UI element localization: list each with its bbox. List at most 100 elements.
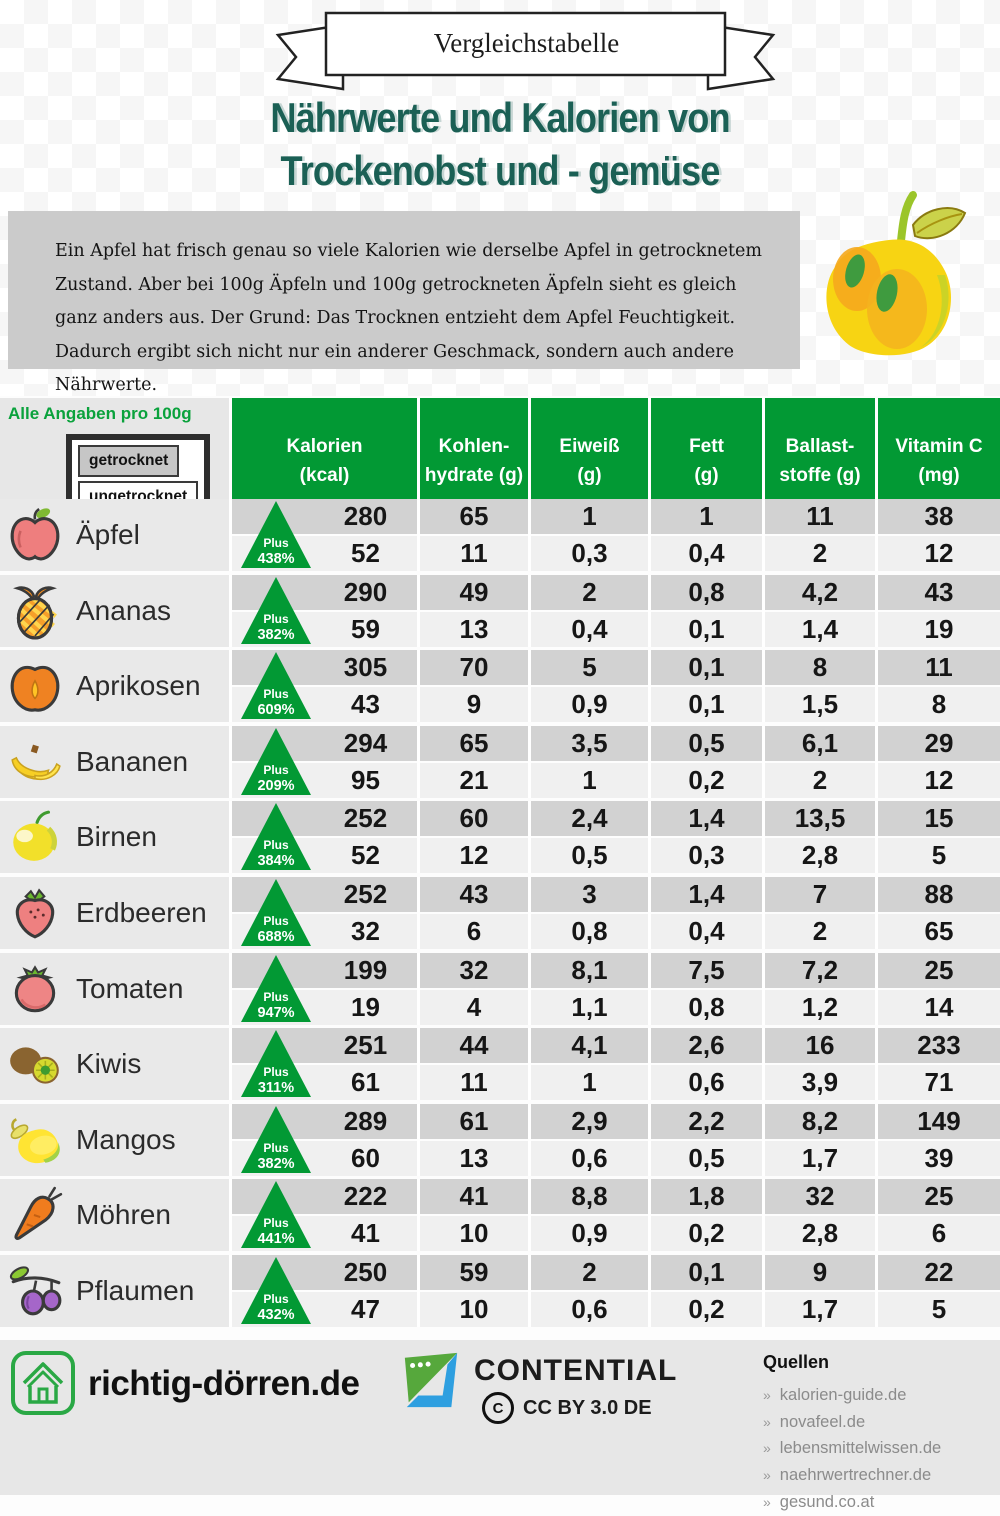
value-fresh: 0,1	[651, 611, 762, 647]
table-body: Äpfel 280 52 Plus 438% 65 11 1 0,3 1 0,4…	[0, 499, 1000, 1327]
source-link: naehrwertrechner.de	[779, 1466, 932, 1485]
value-dried: 2	[531, 1254, 648, 1290]
col-ballaststoffe: 9 1,7	[762, 1254, 875, 1327]
sources-list: » kalorien-guide.de » novafeel.de » lebensm…	[763, 1382, 941, 1516]
col-vitamin-c: 149 39	[875, 1103, 1000, 1176]
col-kohlenhydrate: 44 11	[417, 1028, 528, 1101]
value-fresh: 65	[878, 913, 1000, 949]
value-dried: 15	[878, 801, 1000, 837]
value-fresh: 9	[420, 687, 528, 723]
plus-percent: 609%	[257, 702, 294, 718]
value-dried: 289	[232, 1103, 417, 1139]
brand-name: CONTENTIAL	[474, 1354, 678, 1387]
value-fresh: 0,6	[531, 1291, 648, 1327]
value-fresh: 1	[531, 1065, 648, 1101]
col-vitamin-c: 233 71	[875, 1028, 1000, 1101]
footer: richtig-dörren.de CONTENTIAL C CC BY 3.0…	[0, 1340, 1000, 1511]
value-fresh: 2,8	[765, 1216, 875, 1252]
row-label: Mangos	[76, 1123, 176, 1155]
site-name: richtig-dörren.de	[88, 1364, 360, 1403]
pineapple-icon	[13, 585, 57, 640]
kiwi-icon	[10, 1047, 59, 1084]
col-kohlenhydrate: 65 21	[417, 725, 528, 798]
value-fresh: 4	[420, 989, 528, 1025]
value-dried: 25	[878, 952, 1000, 988]
banner-label: Vergleichstabelle	[433, 27, 620, 58]
value-fresh: 0,6	[531, 1140, 648, 1176]
svg-text:Plus: Plus	[263, 1065, 289, 1079]
value-fresh: 1,7	[765, 1291, 875, 1327]
row-header: Kiwis	[0, 1028, 229, 1101]
value-dried: 60	[420, 801, 528, 837]
value-fresh: 0,1	[651, 687, 762, 723]
col-fett: 1,8 0,2	[648, 1179, 762, 1252]
value-dried: 70	[420, 650, 528, 686]
table-row: Erdbeeren 252 32 Plus 688% 43 6 3 0,8 1,…	[0, 876, 1000, 949]
value-fresh: 1,5	[765, 687, 875, 723]
col-eiweiss: 2 0,6	[528, 1254, 648, 1327]
row-label: Birnen	[76, 821, 157, 853]
value-dried: 8,2	[765, 1103, 875, 1139]
value-dried: 43	[420, 876, 528, 912]
plum-icon	[9, 1266, 62, 1316]
col-fett: 7,5 0,8	[648, 952, 762, 1025]
plus-percent: 438%	[257, 551, 294, 567]
svg-text:Plus: Plus	[263, 1141, 289, 1155]
plus-percent: 311%	[258, 1080, 294, 1096]
col-vitamin-c: 25 14	[875, 952, 1000, 1025]
source-link: gesund.co.at	[779, 1492, 875, 1511]
col-eiweiss: 1 0,3	[528, 499, 648, 571]
row-label: Äpfel	[76, 519, 140, 550]
value-fresh: 0,2	[651, 762, 762, 798]
apple-icon	[10, 508, 60, 561]
value-dried: 2,2	[651, 1103, 762, 1139]
arrow-bullet-icon: »	[763, 1493, 771, 1510]
col-fett: 2,2 0,5	[648, 1103, 762, 1176]
value-dried: 44	[420, 1028, 528, 1064]
tomato-icon	[14, 964, 56, 1012]
col-eiweiss: 3,5 1	[528, 725, 648, 798]
value-dried: 8,8	[531, 1179, 648, 1215]
plus-badge: Plus 311%	[241, 1030, 311, 1098]
page-title: Nährwerte und Kalorien von Trockenobst u…	[0, 92, 1000, 197]
col-kohlenhydrate: 65 11	[417, 499, 528, 571]
value-dried: 7	[765, 876, 875, 912]
col-vitamin-c: 43 19	[875, 574, 1000, 647]
value-fresh: 6	[878, 1216, 1000, 1252]
ribbon-shape	[275, 11, 776, 91]
row-label: Aprikosen	[76, 670, 201, 702]
title-line-1: Nährwerte und Kalorien von	[270, 94, 730, 141]
col-kohlenhydrate: 61 13	[417, 1103, 528, 1176]
table-row: Mangos 289 60 Plus 382% 61 13 2,9 0,6 2,…	[0, 1103, 1000, 1176]
svg-text:Plus: Plus	[263, 990, 289, 1004]
list-item: » lebensmittelwissen.de	[763, 1435, 941, 1462]
value-fresh: 21	[420, 762, 528, 798]
col-kalorien: 252 32 Plus 688%	[229, 876, 417, 949]
col-vitamin-c: 29 12	[875, 725, 1000, 798]
col-eiweiss: 2,9 0,6	[528, 1103, 648, 1176]
col-vitamin-c: 22 5	[875, 1254, 1000, 1327]
value-dried: 233	[878, 1028, 1000, 1064]
comparison-table: Alle Angaben pro 100g getrocknet ungetro…	[0, 398, 1000, 1331]
col-fett: 0,1 0,2	[648, 1254, 762, 1327]
col-kalorien: 252 52 Plus 384%	[229, 801, 417, 874]
value-dried: 3	[531, 876, 648, 912]
value-fresh: 3,9	[765, 1065, 875, 1101]
value-fresh: 12	[878, 762, 1000, 798]
value-dried: 65	[420, 725, 528, 761]
col-kohlenhydrate: 60 12	[417, 801, 528, 874]
value-fresh: 11	[420, 1065, 528, 1101]
row-header: Aprikosen	[0, 650, 229, 723]
value-dried: 6,1	[765, 725, 875, 761]
value-fresh: 1,1	[531, 989, 648, 1025]
value-fresh: 1,2	[765, 989, 875, 1025]
sources: Quellen » kalorien-guide.de » novafeel.de …	[763, 1352, 941, 1516]
col-kohlenhydrate: 32 4	[417, 952, 528, 1025]
col-kalorien: 280 52 Plus 438%	[229, 499, 417, 571]
col-vitamin-c: 25 6	[875, 1179, 1000, 1252]
row-header: Bananen	[0, 725, 229, 798]
value-fresh: 5	[878, 1291, 1000, 1327]
plus-badge: Plus 382%	[241, 1105, 311, 1173]
value-fresh: 14	[878, 989, 1000, 1025]
value-dried: 25	[878, 1179, 1000, 1215]
